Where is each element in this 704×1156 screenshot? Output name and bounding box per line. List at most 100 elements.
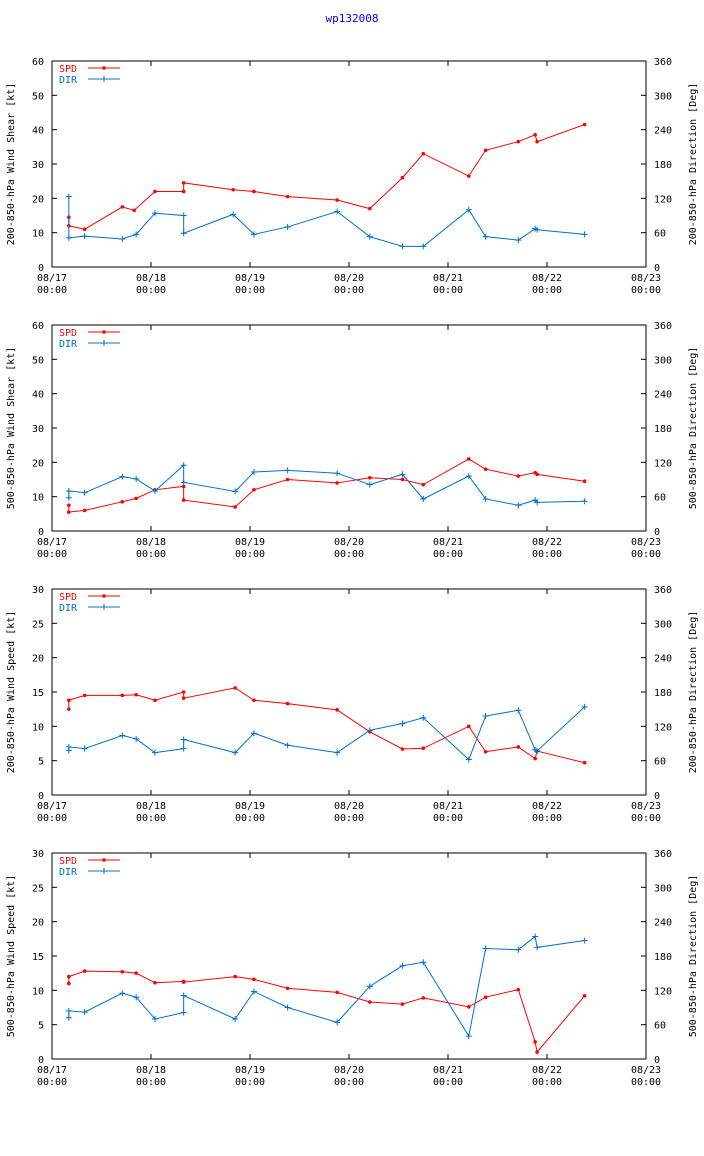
spd-point [400,1002,405,1006]
x-tick-label-date: 08/20 [334,1065,364,1076]
y2-axis-label: 500-850-hPa Direction [Deg] [688,875,699,1038]
dir-point [65,487,72,494]
dir-point [81,489,88,496]
spd-point [466,1005,471,1009]
plot-frame [51,588,647,796]
plot-frame [51,324,647,532]
dir-point [515,946,522,953]
x-tick-label-time: 00:00 [334,285,364,296]
y2-tick-label: 0 [654,791,660,802]
y-tick-label: 30 [32,424,44,435]
x-tick-label-time: 00:00 [631,1077,661,1088]
dir-point [334,1019,341,1026]
dir-point [81,1009,88,1016]
y-tick-label: 30 [32,160,44,171]
y2-tick-label: 360 [654,57,672,68]
x-tick-label-date: 08/23 [631,537,661,548]
spd-point [516,745,521,749]
spd-point [67,698,71,703]
spd-point [483,148,488,153]
y2-tick-label: 120 [654,722,672,733]
dir-point [250,730,257,737]
y2-tick-label: 0 [654,1055,660,1066]
x-tick-label-time: 00:00 [235,285,265,296]
dir-point [532,933,539,940]
dir-point [581,937,588,944]
dir-point [284,1004,291,1011]
dir-point [534,944,541,951]
spd-point [252,698,256,703]
y-tick-label: 40 [32,390,44,401]
y-tick-label: 0 [38,1055,44,1066]
x-tick-label-date: 08/22 [532,273,562,284]
y2-tick-label: 120 [654,194,672,205]
spd-point [67,510,71,514]
spd-point [120,205,125,209]
x-tick-label-date: 08/17 [37,1065,67,1076]
dir-point [420,959,427,966]
dir-point [534,499,541,506]
dir-point [151,487,158,494]
legend-marker-dir [101,604,107,610]
spd-point [67,981,71,986]
y-tick-label: 10 [32,229,44,240]
dir-point [515,237,522,244]
x-tick-label-time: 00:00 [136,813,166,824]
series-line-dir [68,706,585,761]
x-tick-label-time: 00:00 [37,1077,67,1088]
y2-tick-label: 60 [654,229,666,240]
spd-point [82,693,87,698]
legend-label-spd: SPD [59,328,77,339]
spd-point [132,208,136,213]
x-tick-label-date: 08/18 [136,1065,166,1076]
dir-point [482,713,489,720]
x-tick-label-date: 08/23 [631,1065,661,1076]
x-tick-label-time: 00:00 [235,1077,265,1088]
y2-tick-label: 60 [654,1021,666,1032]
spd-point [335,198,339,202]
dir-point [581,498,588,505]
dir-point [465,1033,472,1040]
y-tick-label: 10 [32,722,44,733]
x-tick-label-date: 08/20 [334,273,364,284]
dir-point [482,495,489,502]
spd-point [153,698,157,703]
y-tick-label: 40 [32,126,44,137]
spd-point [466,457,471,461]
spd-point [335,708,339,712]
dir-point [180,462,187,469]
legend-marker-dir [101,76,107,82]
y-axis-label: 200-850-hPa Wind Speed [kt] [6,611,17,774]
spd-point [466,724,471,729]
legend-label-dir: DIR [59,75,78,86]
chart-panel-1: 0 10 20 30 40 50 60 0 60 120 180 240 300 360 08/17 00:0… [0,48,704,312]
spd-point [67,503,71,508]
dir-point [180,479,187,486]
y2-tick-label: 180 [654,952,672,963]
spd-point [82,508,87,513]
dir-point [399,243,406,250]
x-tick-label-date: 08/18 [136,273,166,284]
dir-point [334,470,341,477]
legend-label-spd: SPD [59,64,77,75]
dir-point [119,990,126,997]
spd-point [82,227,87,232]
spd-point [233,505,237,509]
y2-tick-label: 120 [654,986,672,997]
spd-point [533,1040,537,1044]
plot-frame [51,60,647,268]
y2-tick-label: 300 [654,883,672,894]
x-tick-label-time: 00:00 [631,285,661,296]
dir-point [151,1015,158,1022]
y2-tick-label: 300 [654,91,672,102]
dir-point [420,243,427,250]
legend-marker-spd [102,330,106,334]
spd-point [134,496,138,501]
spd-point [400,175,405,180]
y-tick-label: 0 [38,527,44,538]
y2-tick-label: 0 [654,263,660,274]
dir-point [180,992,187,999]
dir-point [465,206,472,213]
dir-point [180,1009,187,1016]
dir-point [65,743,72,750]
